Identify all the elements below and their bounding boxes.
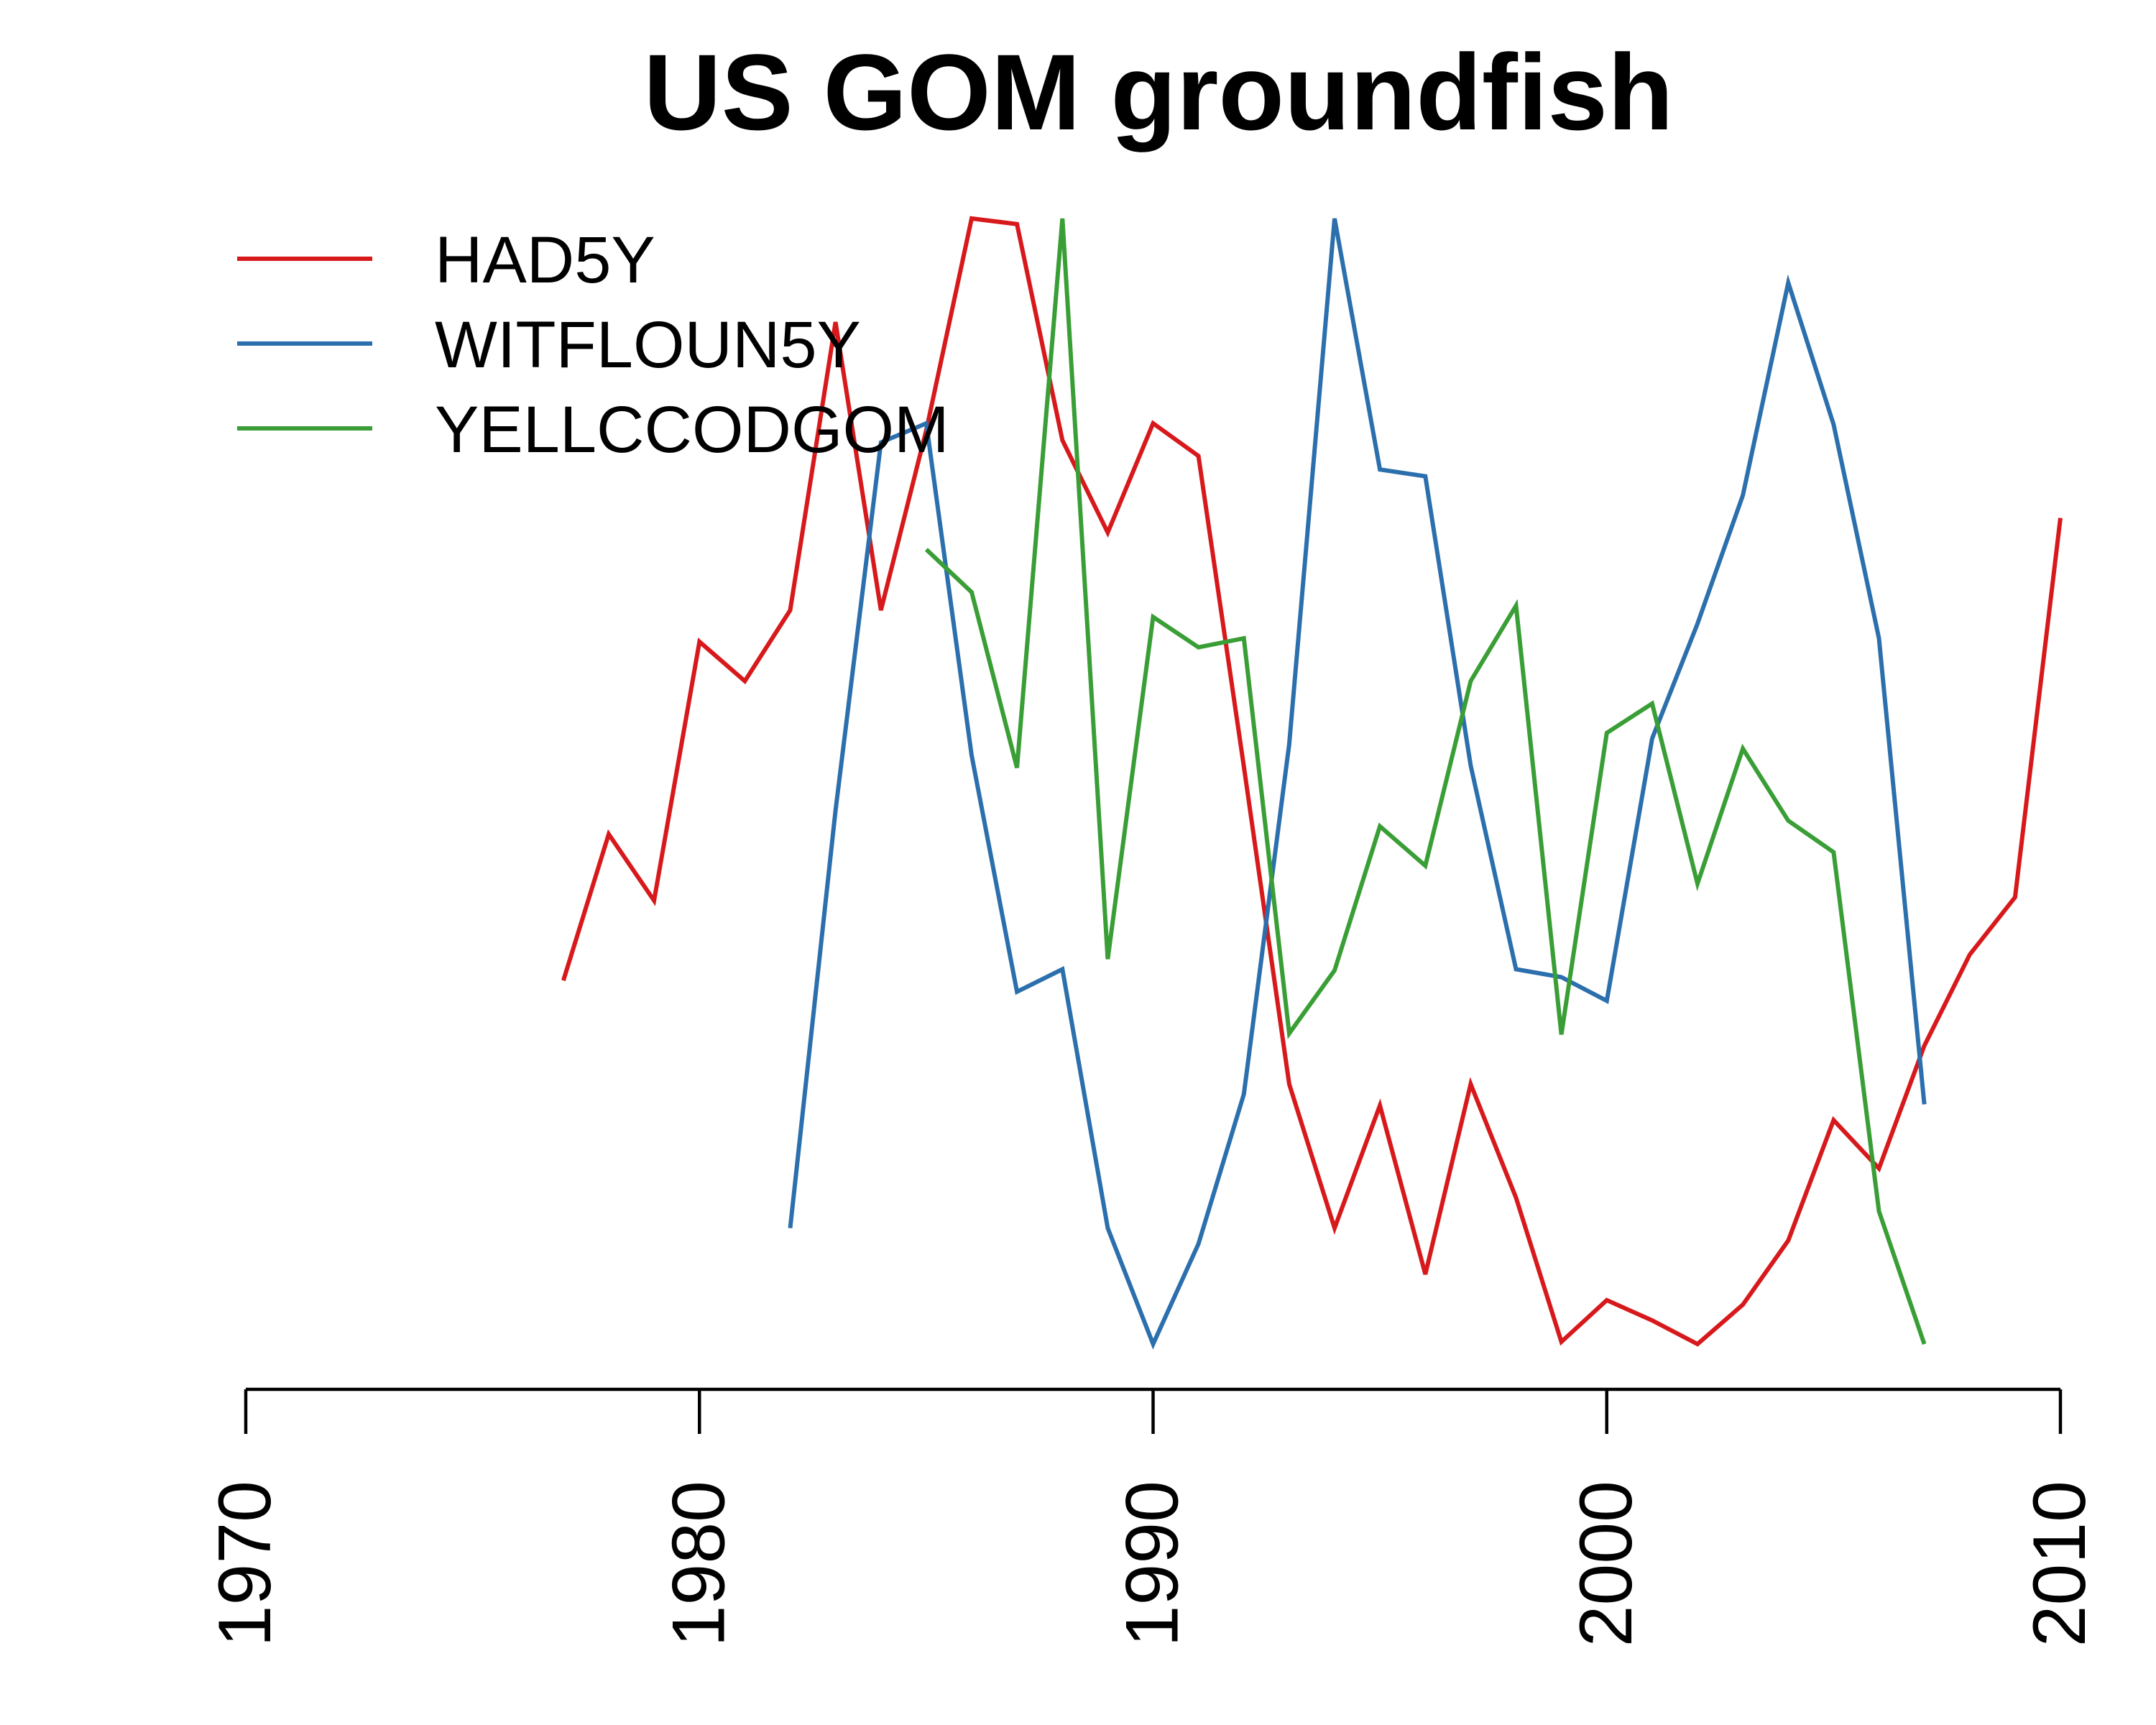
legend: HAD5Y WITFLOUN5Y YELLCCODGOM: [237, 224, 949, 466]
x-tick-label-2010: 2010: [2018, 1481, 2101, 1647]
chart-title: US GOM groundfish: [643, 32, 1673, 152]
series-line-had5y: [561, 216, 2063, 1347]
legend-label-witfloun5y: WITFLOUN5Y: [435, 308, 861, 382]
legend-label-had5y: HAD5Y: [435, 224, 655, 297]
x-tick-label-1970: 1970: [203, 1481, 287, 1647]
x-tick-label-1980: 1980: [657, 1481, 740, 1647]
x-tick-label-2000: 2000: [1565, 1481, 1648, 1647]
x-axis: 1970 1980 1990 2000 2010: [203, 1387, 2101, 1647]
x-tick-label-1990: 1990: [1111, 1481, 1194, 1647]
x-ticks: 1970 1980 1990 2000 2010: [203, 1389, 2101, 1647]
series-line-witfloun5y: [788, 218, 1927, 1350]
legend-label-yellccodgom: YELLCCODGOM: [435, 393, 949, 466]
series-layer: [561, 216, 2063, 1350]
series-line-yellccodgom: [924, 218, 1927, 1345]
